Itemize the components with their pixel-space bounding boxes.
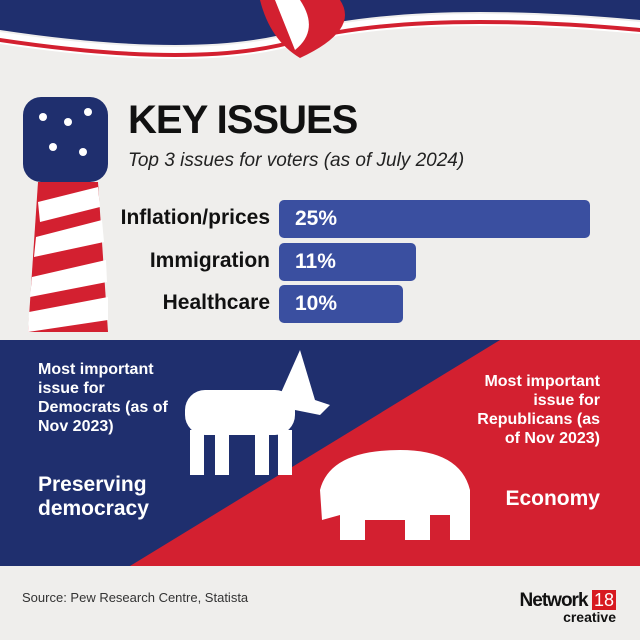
donkey-icon: [185, 350, 330, 475]
bar: 10%: [279, 285, 404, 323]
flag-ribbon-banner: [0, 0, 640, 59]
bar-row: Inflation/prices 25%: [0, 200, 640, 238]
bar-category-label: Inflation/prices: [120, 206, 270, 229]
bar: 11%: [279, 242, 416, 281]
bar-row: Immigration 11%: [0, 242, 640, 281]
network18-logo: Network 18 creative: [519, 590, 616, 625]
bar-category-label: Immigration: [149, 248, 270, 272]
fist-icon: [23, 97, 108, 332]
party-split-background: [0, 340, 640, 566]
bar-category-label: Healthcare: [162, 291, 270, 314]
source-note: Source: Pew Research Centre, Statista: [22, 590, 249, 605]
page-title: KEY ISSUES: [128, 98, 358, 142]
elephant-icon: [320, 450, 470, 540]
bar-value-label: 25%: [295, 207, 338, 230]
democrats-label: Most important issue for Democrats (as o…: [38, 361, 168, 435]
republicans-label: Most important issue for Republicans (as…: [477, 373, 600, 447]
bar-value-label: 11%: [295, 249, 336, 273]
bar-value-label: 10%: [295, 292, 338, 315]
republicans-issue: Economy: [505, 487, 600, 510]
bar-row: Healthcare 10%: [0, 285, 640, 323]
page-subtitle: Top 3 issues for voters (as of July 2024…: [128, 150, 465, 171]
democrats-issue: Preserving democracy: [38, 473, 149, 520]
bar: 25%: [279, 200, 590, 238]
